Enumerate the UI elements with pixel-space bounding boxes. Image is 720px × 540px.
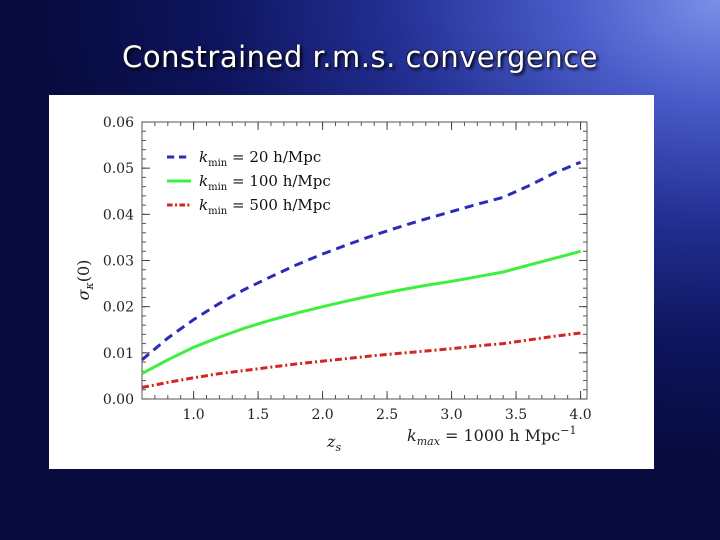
y-tick-label: 0.01 [103, 346, 134, 362]
y-tick-label: 0.03 [103, 254, 134, 270]
y-tick-label: 0.06 [103, 115, 134, 131]
legend-entry-3: kmin = 500 h/Mpc [199, 196, 331, 217]
legend-entry-2: kmin = 100 h/Mpc [199, 172, 331, 193]
kmax-annotation: kmax = 1000 h Mpc−1 [407, 424, 576, 448]
series-line-3 [141, 331, 581, 389]
y-tick-label: 0.04 [103, 207, 134, 223]
x-tick-label: 1.0 [182, 407, 204, 423]
legend-entry-1: kmin = 20 h/Mpc [199, 148, 321, 169]
x-tick-label: 2.0 [311, 407, 333, 423]
x-tick-label: 3.0 [440, 407, 462, 423]
slide-title: Constrained r.m.s. convergence [122, 40, 598, 74]
legend: kmin = 20 h/Mpc kmin = 100 h/Mpc kmin = 50… [167, 148, 331, 217]
y-tick-label: 0.00 [103, 392, 134, 408]
y-tick-label: 0.02 [103, 300, 134, 316]
series-lines [141, 160, 582, 389]
chart-figure: 1.0 1.5 2.0 2.5 3.0 3.5 4.0 0.00 0.01 0.02 0.03 0.0… [49, 95, 654, 469]
x-axis-label: zs [326, 432, 341, 454]
y-tick-label: 0.05 [103, 161, 134, 177]
axis-ticks: 1.0 1.5 2.0 2.5 3.0 3.5 4.0 0.00 0.01 0.02 0.03 0.0… [103, 115, 592, 423]
x-tick-label: 3.5 [505, 407, 527, 423]
x-tick-label: 2.5 [376, 407, 398, 423]
series-line-2 [141, 249, 581, 375]
axis-labels: zs kmax = 1000 h Mpc−1 σκ(0) [74, 260, 576, 454]
series-line-1 [141, 160, 582, 361]
x-tick-label: 4.0 [569, 407, 591, 423]
x-tick-label: 1.5 [247, 407, 269, 423]
y-axis-label: σκ(0) [74, 260, 96, 301]
line-chart: 1.0 1.5 2.0 2.5 3.0 3.5 4.0 0.00 0.01 0.02 0.03 0.0… [74, 115, 592, 454]
